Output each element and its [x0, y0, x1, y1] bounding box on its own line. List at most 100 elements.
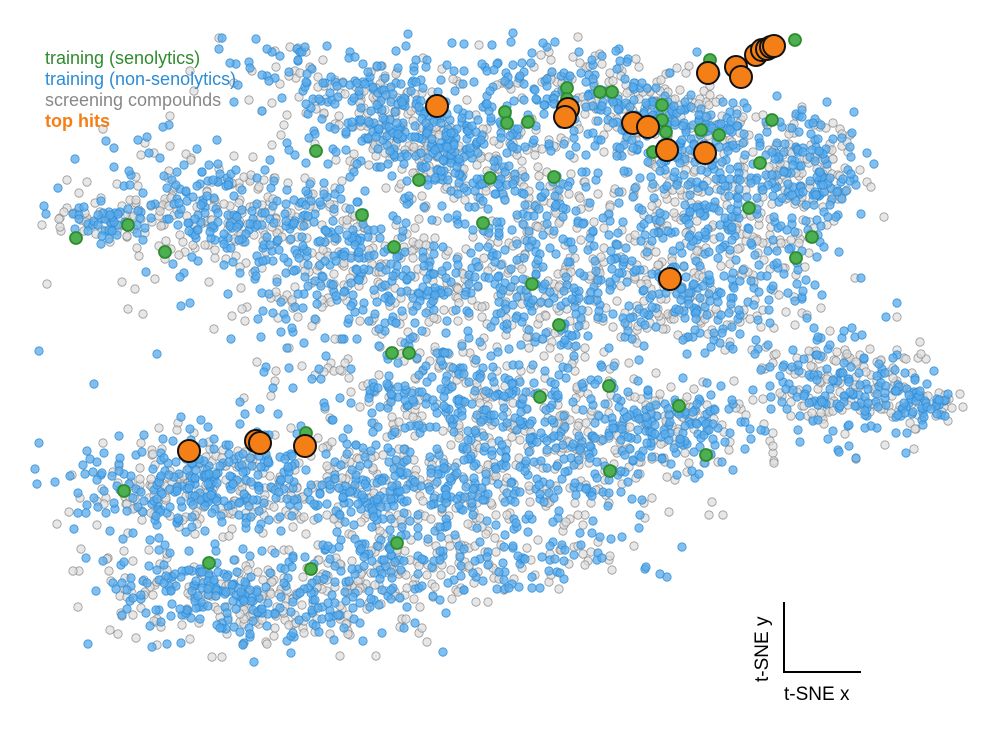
screening-compound-point: [240, 316, 250, 326]
non-senolytic-point: [413, 531, 423, 541]
non-senolytic-point: [185, 298, 195, 308]
non-senolytic-point: [545, 287, 555, 297]
non-senolytic-point: [606, 534, 616, 544]
non-senolytic-point: [739, 129, 749, 139]
non-senolytic-point: [352, 334, 362, 344]
screening-compound-point: [76, 544, 86, 554]
non-senolytic-point: [706, 390, 716, 400]
screening-compound-point: [684, 61, 694, 71]
non-senolytic-point: [297, 232, 307, 242]
non-senolytic-point: [427, 372, 437, 382]
non-senolytic-point: [288, 628, 298, 638]
screening-compound-point: [209, 324, 219, 334]
non-senolytic-point: [634, 355, 644, 365]
non-senolytic-point: [633, 469, 643, 479]
non-senolytic-point: [387, 573, 397, 583]
non-senolytic-point: [455, 552, 465, 562]
non-senolytic-point: [536, 428, 546, 438]
non-senolytic-point: [729, 283, 739, 293]
non-senolytic-point: [330, 99, 340, 109]
non-senolytic-point: [182, 465, 192, 475]
non-senolytic-point: [421, 399, 431, 409]
screening-compound-point: [599, 147, 609, 157]
non-senolytic-point: [141, 608, 151, 618]
non-senolytic-point: [677, 542, 687, 552]
non-senolytic-point: [812, 375, 822, 385]
screening-compound-point: [131, 195, 141, 205]
screening-compound-point: [955, 389, 965, 399]
non-senolytic-point: [437, 201, 447, 211]
non-senolytic-point: [642, 247, 652, 257]
screening-compound-point: [252, 357, 262, 367]
non-senolytic-point: [141, 267, 151, 277]
non-senolytic-point: [416, 148, 426, 158]
non-senolytic-point: [235, 627, 245, 637]
non-senolytic-point: [358, 59, 368, 69]
non-senolytic-point: [470, 202, 480, 212]
screening-compound-point: [156, 221, 166, 231]
screening-compound-point: [769, 458, 779, 468]
non-senolytic-point: [449, 427, 459, 437]
non-senolytic-point: [247, 461, 257, 471]
non-senolytic-point: [665, 68, 675, 78]
screening-compound-point: [138, 309, 148, 319]
non-senolytic-point: [809, 200, 819, 210]
non-senolytic-point: [386, 514, 396, 524]
non-senolytic-point: [322, 41, 332, 51]
non-senolytic-point: [172, 167, 182, 177]
non-senolytic-point: [588, 226, 598, 236]
non-senolytic-point: [705, 296, 715, 306]
screening-compound-point: [54, 214, 64, 224]
screening-compound-point: [608, 322, 618, 332]
non-senolytic-point: [375, 402, 385, 412]
screening-compound-point: [279, 120, 289, 130]
screening-compound-point: [533, 222, 543, 232]
non-senolytic-point: [679, 261, 689, 271]
non-senolytic-point: [349, 614, 359, 624]
non-senolytic-point: [512, 239, 522, 249]
non-senolytic-point: [238, 640, 248, 650]
non-senolytic-point: [265, 240, 275, 250]
non-senolytic-point: [152, 349, 162, 359]
non-senolytic-point: [349, 520, 359, 530]
non-senolytic-point: [166, 611, 176, 621]
non-senolytic-point: [289, 218, 299, 228]
screening-compound-point: [282, 110, 292, 120]
non-senolytic-point: [421, 162, 431, 172]
non-senolytic-point: [396, 287, 406, 297]
non-senolytic-point: [117, 610, 127, 620]
non-senolytic-point: [372, 297, 382, 307]
non-senolytic-point: [132, 228, 142, 238]
non-senolytic-point: [410, 618, 420, 628]
non-senolytic-point: [550, 379, 560, 389]
non-senolytic-point: [571, 490, 581, 500]
non-senolytic-point: [429, 305, 439, 315]
screening-compound-point: [148, 449, 158, 459]
screening-compound-point: [219, 199, 229, 209]
non-senolytic-point: [772, 91, 782, 101]
non-senolytic-point: [347, 564, 357, 574]
non-senolytic-point: [545, 479, 555, 489]
screening-compound-point: [254, 182, 264, 192]
non-senolytic-point: [539, 497, 549, 507]
screening-compound-point: [262, 639, 272, 649]
non-senolytic-point: [547, 415, 557, 425]
non-senolytic-point: [301, 77, 311, 87]
non-senolytic-point: [390, 107, 400, 117]
non-senolytic-point: [563, 257, 573, 267]
non-senolytic-point: [459, 544, 469, 554]
screening-compound-point: [253, 567, 263, 577]
non-senolytic-point: [716, 381, 726, 391]
non-senolytic-point: [333, 610, 343, 620]
screening-compound-point: [177, 620, 187, 630]
non-senolytic-point: [627, 334, 637, 344]
non-senolytic-point: [281, 268, 291, 278]
non-senolytic-point: [561, 272, 571, 282]
screening-compound-point: [490, 533, 500, 543]
screening-compound-point: [675, 85, 685, 95]
screening-compound-point: [580, 560, 590, 570]
screening-compound-point: [98, 438, 108, 448]
non-senolytic-point: [273, 409, 283, 419]
non-senolytic-point: [384, 457, 394, 467]
screening-compound-point: [207, 652, 217, 662]
